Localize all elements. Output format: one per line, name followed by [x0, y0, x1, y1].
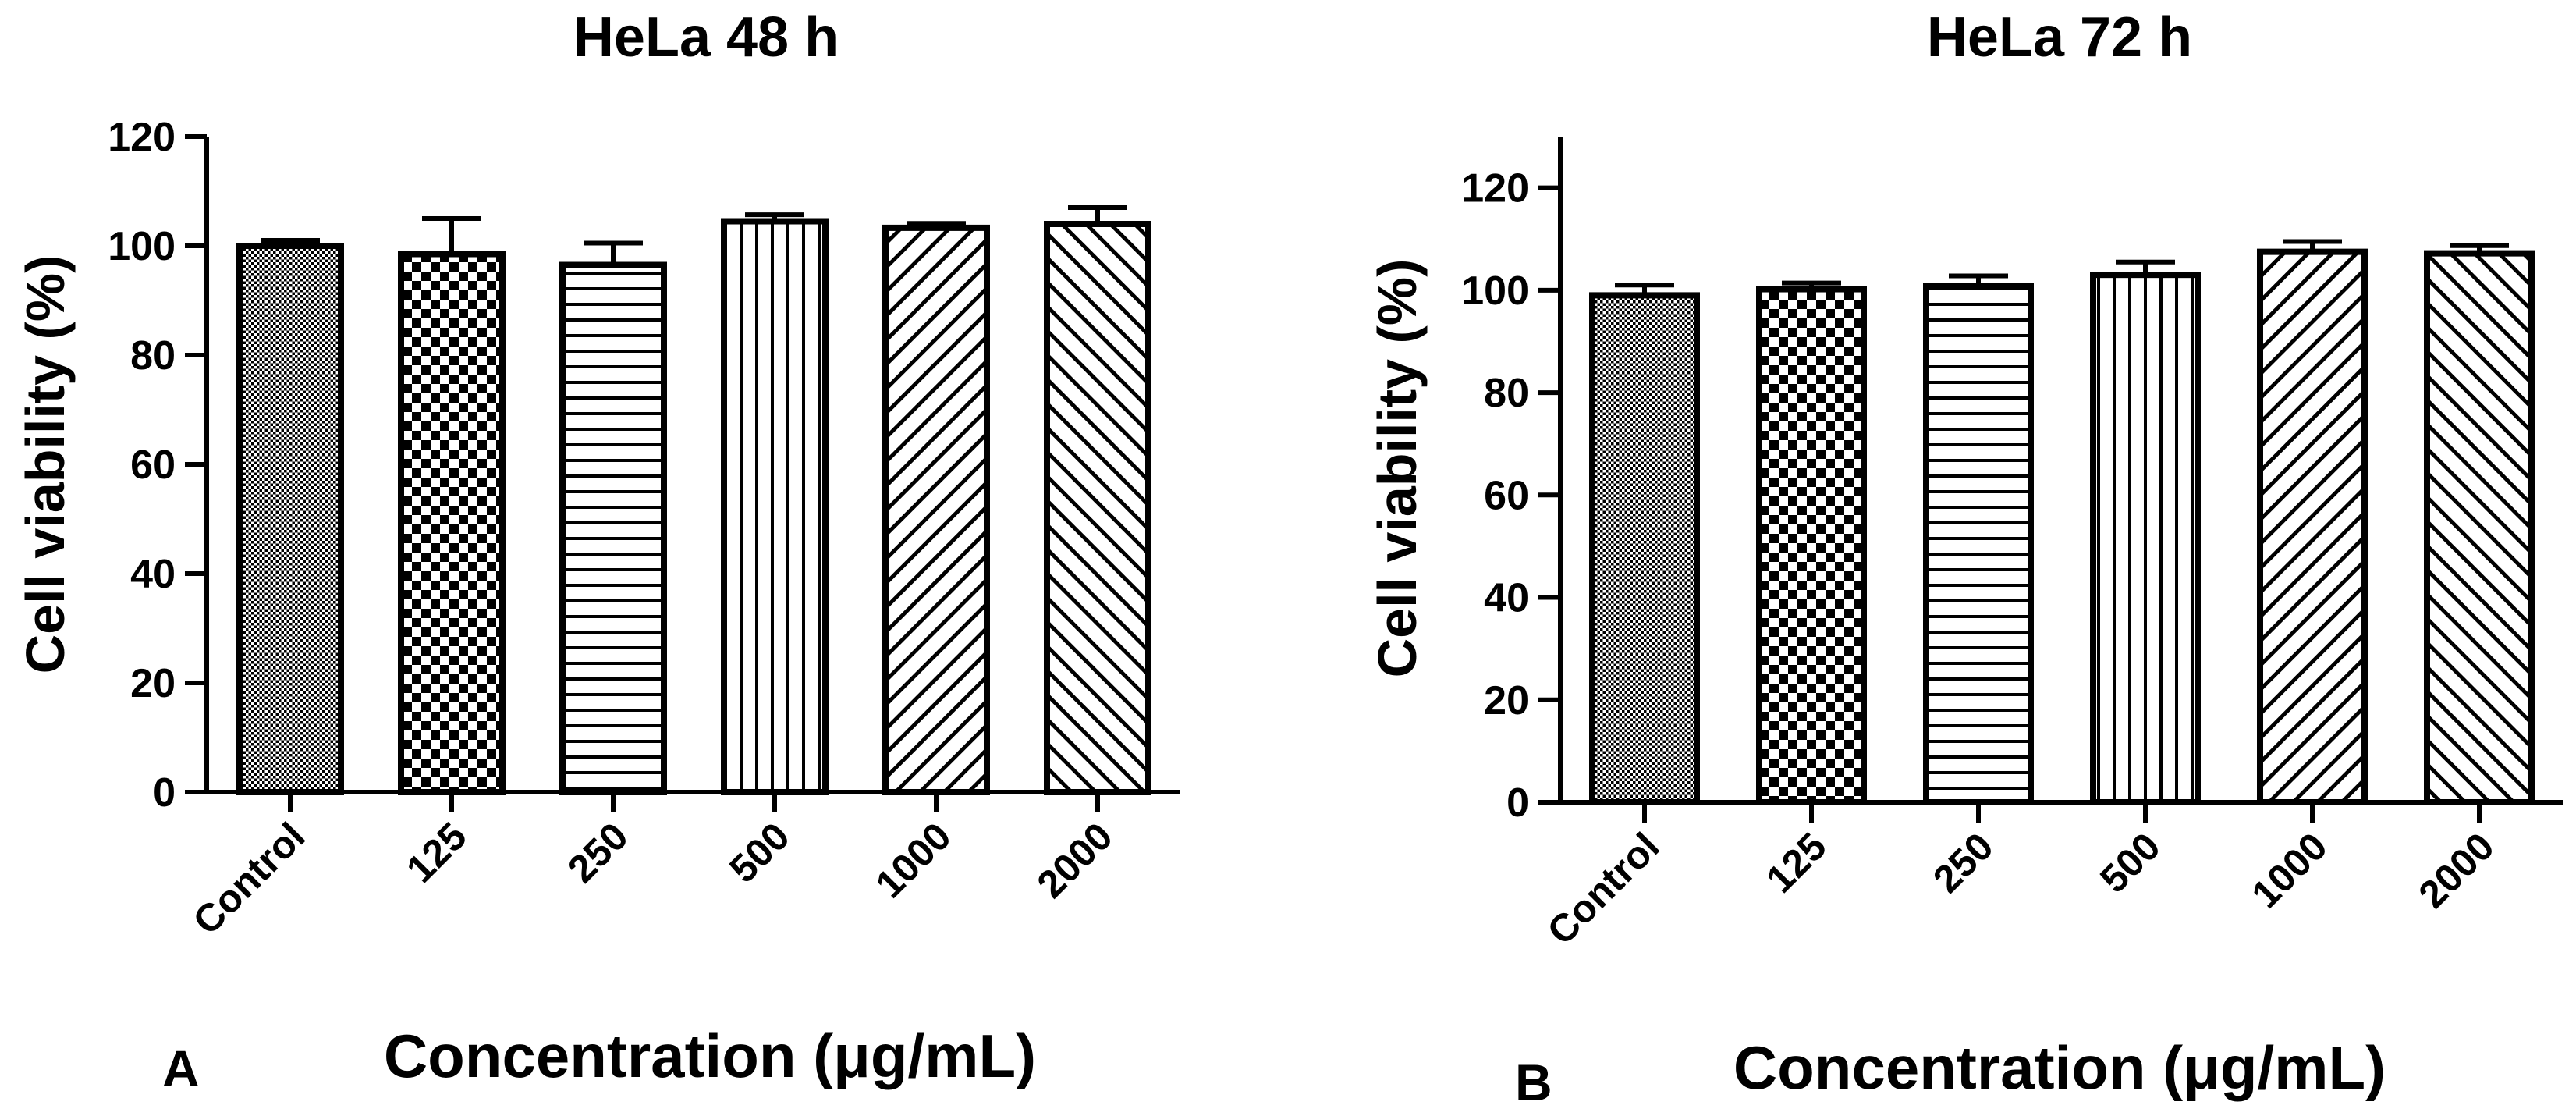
- y-tick-label: 120: [1461, 166, 1529, 211]
- bar: [1589, 292, 1700, 805]
- y-tick-label: 80: [1484, 371, 1529, 416]
- bar: [1923, 283, 2034, 805]
- y-tick-label: 60: [1484, 473, 1529, 518]
- x-tick-label: 500: [2092, 824, 2169, 901]
- y-axis-label: Cell viability (%): [1367, 259, 1428, 678]
- panel-label: B: [1515, 1054, 1552, 1111]
- y-tick-label: 60: [130, 442, 176, 488]
- bar: [2090, 272, 2201, 805]
- y-tick-label: 20: [1484, 678, 1529, 723]
- y-tick-label: 120: [108, 115, 176, 160]
- x-tick-label: 125: [398, 814, 475, 891]
- bar: [1756, 286, 1867, 805]
- y-tick-label: 100: [1461, 268, 1529, 314]
- x-axis-label: Concentration (μg/mL): [1733, 1033, 2386, 1102]
- panel-label: A: [162, 1040, 200, 1097]
- x-axis-label: Concentration (μg/mL): [384, 1022, 1036, 1090]
- bar: [559, 261, 667, 795]
- bar: [882, 224, 990, 795]
- y-tick-label: 80: [130, 333, 176, 379]
- y-tick-label: 20: [130, 661, 176, 706]
- bar: [721, 218, 829, 795]
- y-tick-label: 40: [130, 552, 176, 597]
- x-tick-label: 500: [721, 814, 798, 891]
- y-axis-label: Cell viability (%): [15, 255, 76, 674]
- x-tick-label: 125: [1758, 824, 1835, 901]
- chart-panel-b: HeLa 72 h Cell viability (%) Concentrati…: [1367, 6, 2563, 1111]
- y-tick-label: 0: [1506, 780, 1529, 826]
- y-tick-label: 40: [1484, 576, 1529, 621]
- x-tick-label: 250: [559, 814, 637, 891]
- chart-panel-a: HeLa 48 h Cell viability (%) Concentrati…: [15, 6, 1180, 1097]
- y-tick-label: 100: [108, 224, 176, 269]
- chart-title: HeLa 72 h: [1927, 6, 2192, 69]
- bar: [1044, 221, 1151, 795]
- x-tick-label: 250: [1925, 824, 2002, 901]
- chart-title: HeLa 48 h: [573, 6, 839, 69]
- bar: [2257, 248, 2368, 805]
- y-tick-label: 0: [153, 770, 176, 816]
- bar: [398, 251, 506, 795]
- x-tick-label: 2000: [2411, 824, 2503, 916]
- x-tick-label: 2000: [1029, 814, 1121, 906]
- x-tick-label: Control: [1539, 824, 1668, 953]
- x-tick-label: Control: [185, 814, 314, 943]
- bar: [2424, 250, 2535, 805]
- x-tick-label: 1000: [2244, 824, 2336, 916]
- x-tick-label: 1000: [868, 814, 960, 906]
- bar: [236, 243, 344, 795]
